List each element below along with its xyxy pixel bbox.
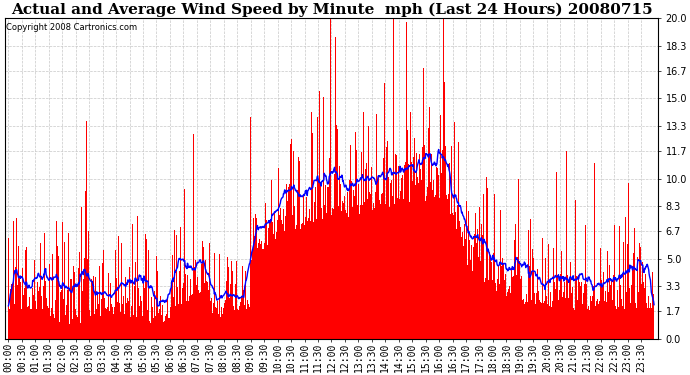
Title: Actual and Average Wind Speed by Minute  mph (Last 24 Hours) 20080715: Actual and Average Wind Speed by Minute … — [10, 3, 652, 17]
Text: Copyright 2008 Cartronics.com: Copyright 2008 Cartronics.com — [6, 23, 137, 32]
